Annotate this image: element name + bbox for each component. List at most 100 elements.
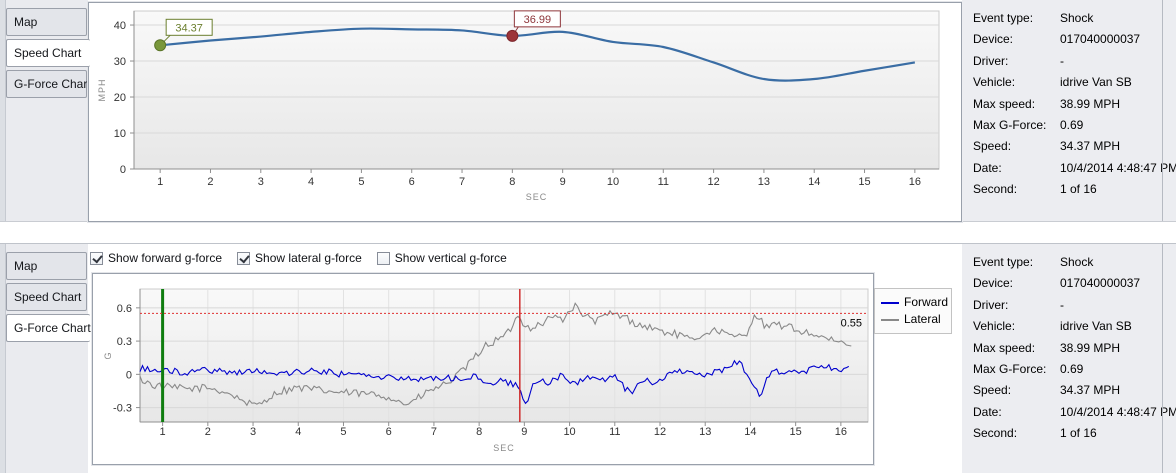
info-label: Speed:	[973, 383, 1012, 398]
info-label: Max speed:	[973, 96, 1036, 111]
info-label: Speed:	[973, 139, 1012, 154]
info-row: Event type: Shock	[973, 252, 1176, 273]
info-value: Shock	[1060, 255, 1094, 269]
svg-text:5: 5	[358, 176, 364, 188]
info-value: 017040000037	[1060, 32, 1141, 47]
info-label: Date:	[973, 404, 1002, 419]
svg-text:11: 11	[658, 176, 669, 188]
info-value: 38.99 MPH	[1060, 96, 1121, 111]
checkbox-box[interactable]	[90, 251, 103, 265]
svg-text:15: 15	[790, 426, 802, 438]
svg-text:14: 14	[808, 176, 820, 188]
legend-line-sample	[881, 301, 899, 304]
info-row: Max G-Force: 0.69	[973, 359, 1176, 380]
speed-chart-container: 0 10 20 30 40 1 2 3 4 5 6 7 8 9 10 11 12 13 14 15 16 MPH SEC 34…	[88, 2, 962, 222]
svg-text:11: 11	[609, 426, 620, 438]
info-row: Driver: -	[973, 295, 1176, 316]
info-value: 34.37 MPH	[1060, 139, 1121, 154]
info-label: Event type:	[973, 11, 1034, 25]
info-row: Device: 017040000037	[973, 273, 1176, 294]
checkbox-show-vertical-gforce[interactable]: Show vertical g-force	[376, 251, 507, 265]
gforce-chart-panel: Map Speed Chart G-Force Chart Show forwa…	[0, 243, 1176, 473]
legend-label: Lateral	[904, 312, 941, 326]
svg-text:0.3: 0.3	[117, 336, 132, 348]
event-info-panel-top: Event type: Shock Device: 017040000037 Dri…	[962, 0, 1176, 221]
info-label: Max speed:	[973, 340, 1036, 355]
checkbox-box[interactable]	[237, 251, 251, 265]
speed-chart-panel: Map Speed Chart G-Force Chart 0 10 20 30 40 1…	[0, 0, 1176, 222]
info-rows-bottom: Event type: Shock Device: 017040000037 Dri…	[973, 252, 1176, 445]
tab-gforce-chart-top[interactable]: G-Force Chart	[6, 70, 91, 98]
svg-text:G: G	[103, 351, 113, 359]
info-label: Second:	[973, 182, 1018, 197]
info-row: Speed: 34.37 MPH	[973, 380, 1176, 401]
svg-text:15: 15	[858, 176, 870, 188]
info-label: Max G-Force:	[973, 362, 1047, 377]
checkbox-box[interactable]	[376, 251, 390, 265]
gforce-chart-container: 0.6 0.3 0 -0.3 1 2 3 4 5 6 7 8 9 10 11 12 13 14 15 16 G SEC 0.…	[92, 273, 874, 465]
svg-text:16: 16	[835, 426, 847, 438]
svg-text:MPH: MPH	[97, 79, 107, 102]
info-value: 1 of 16	[1060, 426, 1097, 441]
info-label: Max G-Force:	[973, 118, 1047, 133]
tab-speed-chart-bottom[interactable]: Speed Chart	[6, 283, 87, 311]
svg-text:0.6: 0.6	[117, 303, 132, 315]
info-label: Date:	[973, 160, 1002, 175]
gforce-chart-canvas[interactable]: 0.60.30-0.31 2 3 4 5 6 7 8 9 10 11 12 13 14 15 16GSEC0.…	[93, 274, 871, 462]
svg-text:10: 10	[607, 176, 619, 188]
info-value: 10/4/2014 4:48:47 PM	[1060, 404, 1176, 419]
checkbox-show-forward-gforce[interactable]: Show forward g-force	[90, 251, 222, 265]
info-row: Vehicle: idrive Van SB	[973, 316, 1176, 337]
checkbox-label: Show lateral g-force	[255, 251, 362, 265]
legend-line-sample	[881, 318, 899, 321]
svg-text:0: 0	[120, 164, 126, 176]
svg-text:SEC: SEC	[526, 192, 548, 202]
tab-strip-bottom: Map Speed Chart G-Force Chart	[0, 244, 91, 473]
svg-text:6: 6	[386, 426, 392, 438]
info-label: Vehicle:	[973, 75, 1016, 90]
svg-text:14: 14	[744, 426, 756, 438]
info-value: 017040000037	[1060, 276, 1141, 291]
info-label: Device:	[973, 32, 1014, 47]
info-value: 10/4/2014 4:48:47 PM	[1060, 160, 1176, 175]
info-row: Speed: 34.37 MPH	[973, 136, 1176, 157]
svg-text:36.99: 36.99	[524, 14, 552, 26]
tab-speed-chart-top[interactable]: Speed Chart	[6, 39, 90, 67]
info-value: idrive Van SB	[1060, 319, 1132, 334]
info-row: Max speed: 38.99 MPH	[973, 94, 1176, 115]
svg-text:2: 2	[205, 426, 211, 438]
legend-item: Forward	[881, 294, 949, 311]
svg-text:20: 20	[114, 92, 126, 104]
svg-text:9: 9	[560, 176, 566, 188]
tab-gforce-chart-bottom[interactable]: G-Force Chart	[6, 314, 91, 342]
svg-text:16: 16	[909, 176, 921, 188]
svg-text:4: 4	[295, 426, 301, 438]
panel-edge	[0, 0, 6, 221]
svg-text:9: 9	[521, 426, 527, 438]
svg-text:7: 7	[459, 176, 465, 188]
svg-text:8: 8	[509, 176, 515, 188]
svg-text:8: 8	[476, 426, 482, 438]
svg-text:6: 6	[409, 176, 415, 188]
event-info-panel-bottom: Event type: Shock Device: 017040000037 Dri…	[962, 244, 1176, 473]
tab-map-bottom[interactable]: Map	[6, 252, 87, 280]
info-label: Event type:	[973, 255, 1034, 269]
svg-text:2: 2	[207, 176, 213, 188]
info-label: Device:	[973, 276, 1014, 291]
info-row: Date: 10/4/2014 4:48:47 PM	[973, 158, 1176, 179]
svg-text:13: 13	[758, 176, 770, 188]
info-row: Max speed: 38.99 MPH	[973, 338, 1176, 359]
svg-text:4: 4	[308, 176, 314, 188]
info-value: -	[1060, 297, 1064, 312]
info-rows-top: Event type: Shock Device: 017040000037 Dri…	[973, 8, 1176, 201]
info-row: Date: 10/4/2014 4:48:47 PM	[973, 402, 1176, 423]
info-label: Driver:	[973, 297, 1009, 312]
info-row: Second: 1 of 16	[973, 179, 1176, 200]
legend-label: Forward	[904, 295, 949, 309]
info-panel-divider	[1162, 244, 1163, 473]
legend-item: Lateral	[881, 311, 945, 328]
checkbox-show-lateral-gforce[interactable]: Show lateral g-force	[237, 251, 362, 265]
tab-map-top[interactable]: Map	[6, 8, 87, 36]
